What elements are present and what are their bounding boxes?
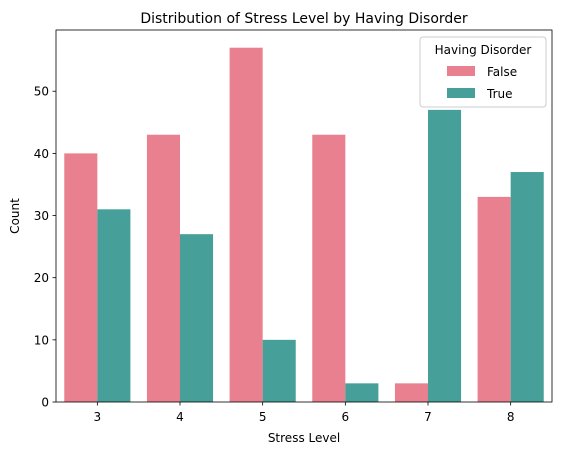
y-tick-label-20: 20 (34, 271, 49, 285)
x-axis: 3 4 5 6 7 8 (94, 402, 515, 424)
y-tick-label-10: 10 (34, 333, 49, 347)
plot-frame (55, 29, 553, 403)
x-tick-label-7: 7 (424, 410, 432, 424)
legend-swatch-true (447, 88, 475, 98)
bar-false-4 (146, 134, 180, 403)
x-tick-label-3: 3 (94, 410, 102, 424)
legend-title: Having Disorder (435, 43, 532, 57)
legend-label-true: True (486, 87, 513, 101)
y-axis: 0 10 20 30 40 50 (34, 85, 56, 410)
bar-false-3 (64, 153, 98, 402)
x-tick-label-5: 5 (259, 410, 267, 424)
y-tick-label-40: 40 (34, 147, 49, 161)
y-tick-label-0: 0 (41, 396, 49, 410)
bar-false-7 (394, 383, 428, 402)
bars-group (64, 47, 544, 403)
bar-true-8 (510, 172, 544, 402)
x-axis-label: Stress Level (268, 431, 340, 445)
x-tick-label-4: 4 (176, 410, 184, 424)
x-tick-label-8: 8 (507, 410, 515, 424)
bar-true-7 (428, 109, 462, 403)
x-tick-label-6: 6 (342, 410, 350, 424)
y-axis-label: Count (8, 198, 22, 234)
legend-swatch-false (447, 66, 475, 76)
legend: Having Disorder False True (419, 36, 547, 108)
bar-false-6 (312, 134, 346, 403)
bar-true-5 (262, 339, 296, 402)
bar-true-3 (97, 209, 131, 402)
bar-false-8 (477, 196, 511, 402)
y-tick-label-50: 50 (34, 85, 49, 99)
bar-true-6 (345, 383, 379, 402)
bar-true-4 (180, 234, 214, 402)
bar-false-5 (229, 47, 263, 403)
chart-title: Distribution of Stress Level by Having D… (140, 11, 468, 27)
y-tick-label-30: 30 (34, 209, 49, 223)
legend-label-false: False (487, 65, 517, 79)
